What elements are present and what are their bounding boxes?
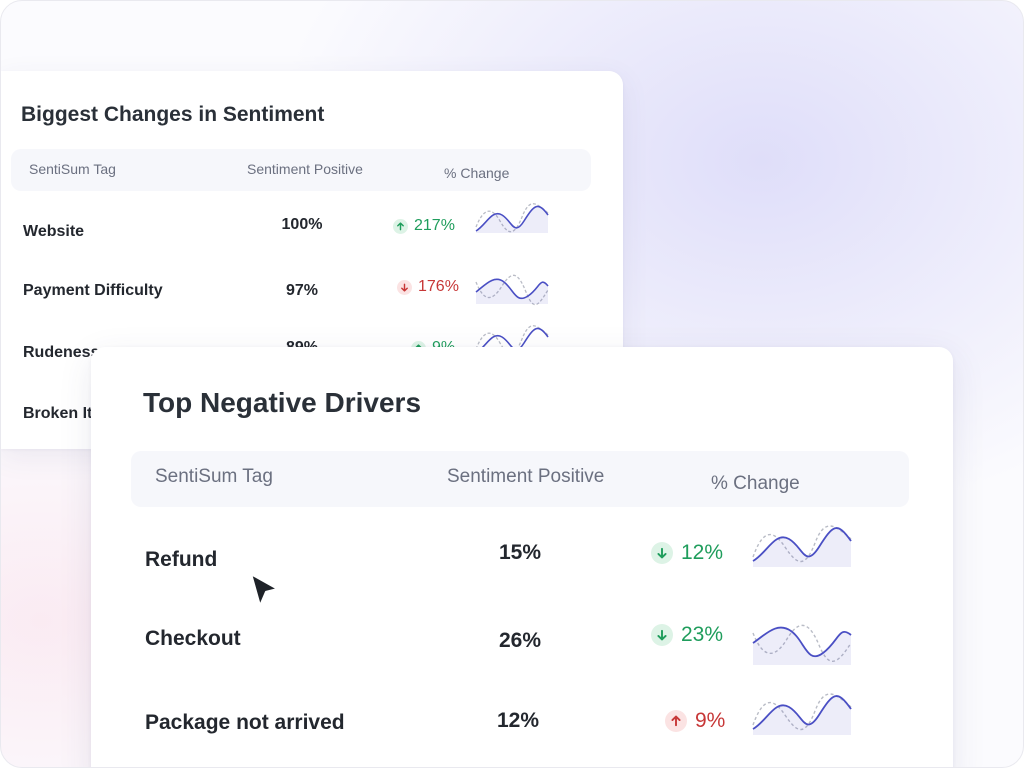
mouse-cursor-icon: [249, 572, 280, 608]
table-row-sentiment: 97%: [285, 282, 319, 299]
table-row-tag[interactable]: Package not arrived: [145, 711, 345, 734]
sparkline-chart: [752, 624, 852, 665]
table-row-sentiment: 12%: [496, 709, 540, 732]
card-title: Biggest Changes in Sentiment: [21, 103, 325, 126]
column-header-change[interactable]: % Change: [711, 473, 800, 494]
change-value: 176%: [418, 278, 459, 295]
arrow-down-icon: [651, 624, 673, 646]
table-row-change: 217%: [393, 217, 455, 235]
change-value: 217%: [414, 217, 455, 234]
arrow-up-icon: [393, 218, 408, 234]
column-header-tag[interactable]: SentiSum Tag: [29, 161, 116, 177]
table-row-sentiment: 26%: [498, 629, 542, 652]
sparkline-chart: [475, 274, 549, 306]
arrow-down-icon: [397, 279, 412, 295]
arrow-down-icon: [651, 542, 673, 564]
top-negative-drivers-card: Top Negative Drivers SentiSum Tag Sentim…: [91, 347, 953, 767]
arrow-up-icon: [665, 710, 687, 732]
table-row-sentiment: 15%: [498, 541, 542, 564]
table-row-change: 23%: [651, 623, 723, 647]
column-header-sentiment[interactable]: Sentiment Positive: [247, 161, 363, 177]
table-row-change: 12%: [651, 541, 723, 565]
sparkline-chart: [752, 525, 852, 567]
sparkline-chart: [475, 203, 549, 233]
table-header: SentiSum Tag Sentiment Positive % Change: [11, 149, 591, 191]
table-row-change: 9%: [665, 709, 725, 733]
column-header-change[interactable]: % Change: [444, 165, 510, 181]
table-row-tag[interactable]: Refund: [145, 548, 218, 571]
change-value: 9%: [695, 709, 726, 732]
change-value: 12%: [681, 541, 724, 564]
table-header: SentiSum Tag Sentiment Positive % Change: [131, 451, 909, 507]
table-row-tag[interactable]: Checkout: [145, 627, 241, 650]
sparkline-chart: [752, 693, 852, 735]
table-row-sentiment: 100%: [281, 216, 323, 233]
column-header-sentiment[interactable]: Sentiment Positive: [447, 466, 605, 487]
table-row-tag[interactable]: Payment Difficulty: [23, 282, 163, 299]
table-row-change: 176%: [397, 278, 459, 296]
column-header-tag[interactable]: SentiSum Tag: [155, 466, 273, 487]
card-title: Top Negative Drivers: [143, 387, 422, 418]
table-row-tag[interactable]: Rudeness: [23, 344, 100, 361]
change-value: 23%: [681, 623, 724, 646]
table-row-tag[interactable]: Website: [23, 223, 85, 240]
